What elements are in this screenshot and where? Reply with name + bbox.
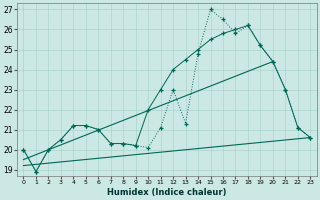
X-axis label: Humidex (Indice chaleur): Humidex (Indice chaleur) [107, 188, 227, 197]
